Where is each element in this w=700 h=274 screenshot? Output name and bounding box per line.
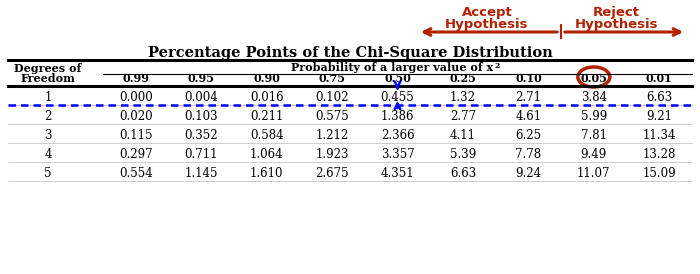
Text: Freedom: Freedom [20,73,76,84]
Text: 0.50: 0.50 [384,73,411,84]
Text: 4: 4 [44,148,52,161]
Text: 9.49: 9.49 [581,148,607,161]
Text: 0.004: 0.004 [184,91,218,104]
Text: 1.386: 1.386 [381,110,414,123]
Text: 4.11: 4.11 [450,129,476,142]
Text: 1.212: 1.212 [316,129,349,142]
Text: 0.297: 0.297 [119,148,153,161]
Text: 0.352: 0.352 [184,129,218,142]
Text: 11.07: 11.07 [577,167,610,180]
Text: 0.05: 0.05 [580,73,608,84]
Text: 0.000: 0.000 [119,91,153,104]
Text: 4.61: 4.61 [515,110,542,123]
Text: 9.24: 9.24 [515,167,542,180]
Text: Hypothesis: Hypothesis [574,18,658,31]
Text: 2.366: 2.366 [381,129,414,142]
Text: 4.351: 4.351 [381,167,414,180]
Text: 11.34: 11.34 [643,129,676,142]
Text: 0.95: 0.95 [188,73,215,84]
Text: 2.675: 2.675 [315,167,349,180]
Text: 9.21: 9.21 [646,110,672,123]
Text: 0.211: 0.211 [250,110,284,123]
Text: 0.90: 0.90 [253,73,280,84]
Text: 7.78: 7.78 [515,148,542,161]
Text: 5.39: 5.39 [450,148,476,161]
Text: 0.455: 0.455 [381,91,414,104]
Text: 0.10: 0.10 [515,73,542,84]
Text: 2.71: 2.71 [515,91,541,104]
Text: 0.01: 0.01 [646,73,673,84]
Text: Hypothesis: Hypothesis [445,18,528,31]
Text: 1.32: 1.32 [450,91,476,104]
Text: Accept: Accept [461,6,512,19]
Text: 2: 2 [44,110,52,123]
Text: 0.102: 0.102 [315,91,349,104]
Text: 3.357: 3.357 [381,148,414,161]
Text: Degrees of: Degrees of [15,63,82,74]
Text: 0.711: 0.711 [184,148,218,161]
Text: 6.63: 6.63 [450,167,476,180]
Text: 0.115: 0.115 [119,129,153,142]
Text: 0.103: 0.103 [184,110,218,123]
Text: 7.81: 7.81 [581,129,607,142]
Text: 13.28: 13.28 [643,148,676,161]
Text: 1.145: 1.145 [184,167,218,180]
Text: 6.25: 6.25 [515,129,542,142]
Text: 1.064: 1.064 [250,148,284,161]
Text: 0.575: 0.575 [315,110,349,123]
Text: 3: 3 [44,129,52,142]
Text: 1.610: 1.610 [250,167,284,180]
Text: 5.99: 5.99 [581,110,607,123]
Text: 15.09: 15.09 [643,167,676,180]
Text: 1: 1 [44,91,52,104]
Text: 0.554: 0.554 [119,167,153,180]
Text: 0.584: 0.584 [250,129,284,142]
Text: 0.020: 0.020 [119,110,153,123]
Text: 2.77: 2.77 [450,110,476,123]
Text: Percentage Points of the Chi-Square Distribution: Percentage Points of the Chi-Square Dist… [148,46,552,60]
Text: 1.923: 1.923 [315,148,349,161]
Text: Probability of a larger value of x: Probability of a larger value of x [291,62,494,73]
Text: 0.016: 0.016 [250,91,284,104]
Text: 0.75: 0.75 [318,73,346,84]
Text: 0.99: 0.99 [122,73,149,84]
Text: 6.63: 6.63 [646,91,673,104]
Text: 0.25: 0.25 [449,73,477,84]
Text: 2: 2 [494,62,500,70]
Text: Reject: Reject [592,6,640,19]
Text: 5: 5 [44,167,52,180]
Text: 3.84: 3.84 [581,91,607,104]
